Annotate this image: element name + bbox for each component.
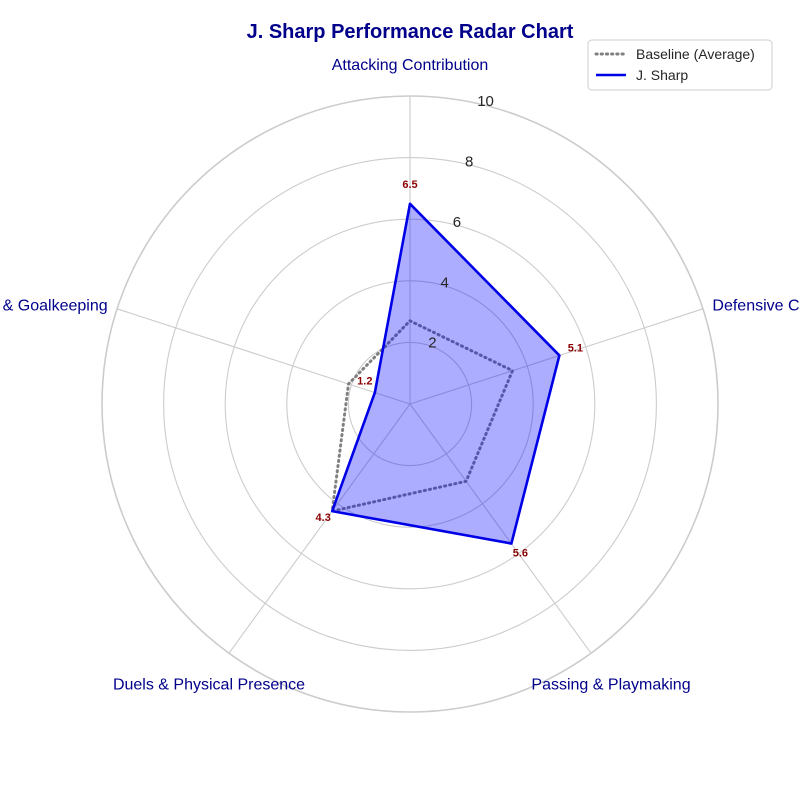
legend-label-baseline: Baseline (Average) (636, 46, 755, 62)
grid-spoke-2 (409, 403, 592, 654)
data-label-2: 5.6 (513, 548, 528, 560)
axis-label-4: Discipline & Goalkeeping (0, 298, 108, 315)
legend-frame (587, 39, 773, 91)
axis-label-3: Duels & Physical Presence (113, 676, 305, 693)
data-label-0: 6.5 (402, 179, 417, 191)
chart-title: J. Sharp Performance Radar Chart (247, 21, 574, 43)
grid-spoke-3 (228, 403, 411, 654)
tick-layer: 2 4 6 8 10 (428, 93, 494, 352)
r-tick-label: 2 (428, 335, 436, 352)
axis-label-0: Attacking Contribution (332, 57, 489, 74)
data-label-1: 5.1 (568, 343, 583, 355)
legend-label-sharp: J. Sharp (636, 67, 688, 83)
grid-layer (101, 95, 719, 713)
r-tick-label: 4 (441, 274, 449, 291)
data-label-3: 4.3 (316, 512, 331, 524)
legend: Baseline (Average) J. Sharp (587, 39, 773, 91)
data-label-4: 1.2 (357, 376, 372, 388)
axis-label-layer: Attacking Contribution Defensive Capabili… (0, 57, 800, 693)
data-label-layer: 6.5 5.1 5.6 4.3 1.2 (316, 179, 583, 560)
grid-spoke-1 (409, 308, 704, 405)
r-tick-label: 10 (477, 93, 494, 110)
series-layer (330, 202, 561, 545)
series-sharp-polygon (330, 202, 561, 545)
r-tick-label: 6 (453, 214, 461, 231)
grid-spoke-4 (116, 308, 411, 405)
series-baseline-polygon (330, 319, 515, 513)
axis-label-2: Passing & Playmaking (531, 676, 690, 693)
r-tick-label: 8 (465, 154, 473, 171)
axis-label-1: Defensive Capability (712, 298, 800, 315)
